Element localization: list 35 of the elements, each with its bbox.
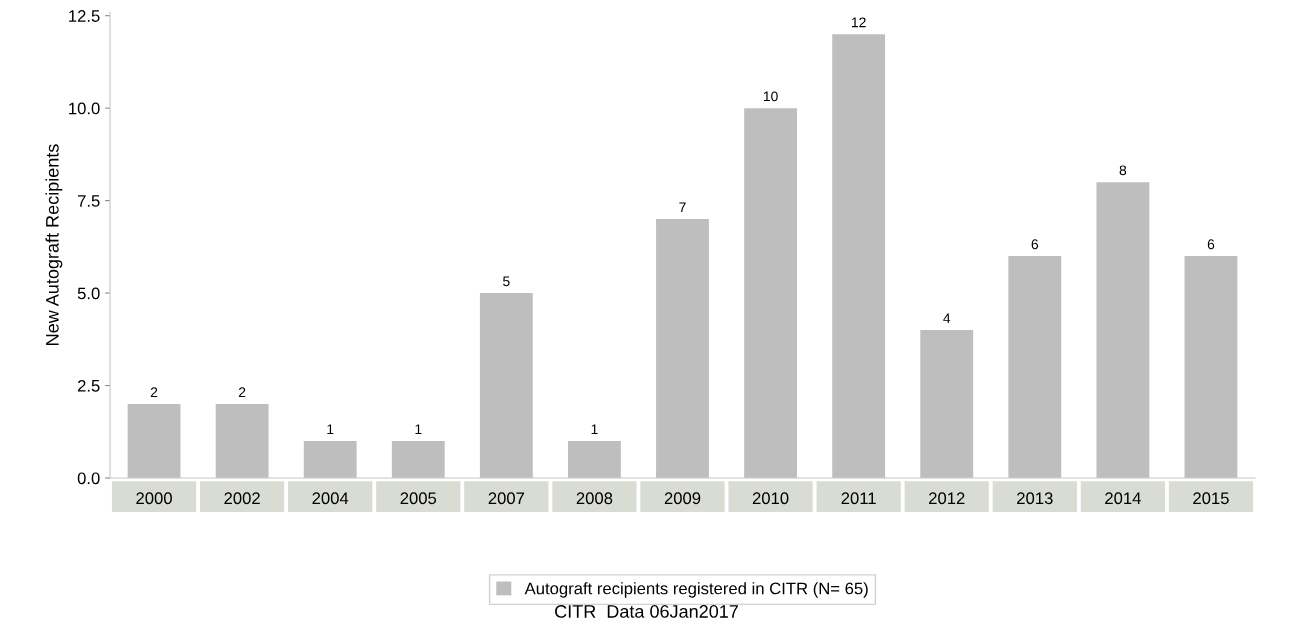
data-label: 5	[503, 276, 510, 287]
legend-label: Autograft recipients registered in CITR (N= 65)	[524, 582, 868, 598]
data-label: 6	[1031, 239, 1039, 250]
y-tick-label: 5.0	[77, 287, 100, 300]
data-label: 6	[1207, 239, 1215, 250]
y-tick-label: 2.5	[77, 379, 100, 392]
text: CITR Data 06Jan2017	[555, 605, 738, 618]
y-tick-label: 10.0	[69, 102, 100, 115]
x-tick-label: 2015	[1193, 492, 1229, 505]
x-tick-label: 2009	[664, 492, 701, 505]
data-label: 2	[238, 387, 246, 397]
x-tick-label: 2011	[841, 492, 876, 505]
y-tick-label: 12.5	[69, 10, 100, 22]
data-label: 10	[763, 91, 778, 102]
x-tick-label: 2013	[1017, 492, 1053, 505]
x-tick-label: 2005	[400, 492, 437, 505]
x-tick-label: 2002	[224, 492, 260, 505]
data-label: 8	[1119, 165, 1127, 176]
y-axis-title: New Autograft Recipients	[45, 144, 63, 345]
y-tick-label: 0.0	[77, 472, 100, 485]
data-label: 1	[415, 424, 422, 434]
y-tick-label: 7.5	[77, 195, 100, 207]
data-label: 1	[591, 424, 598, 434]
data-label: 1	[327, 424, 334, 434]
x-tick-label: 2007	[488, 492, 525, 505]
x-tick-label: 2014	[1105, 492, 1141, 505]
x-tick-label: 2000	[136, 492, 172, 505]
x-tick-label: 2004	[312, 492, 349, 505]
x-tick-label: 2010	[752, 492, 789, 505]
data-label: 7	[679, 202, 686, 213]
x-tick-label: 2012	[929, 492, 965, 505]
data-label: 2	[150, 387, 158, 397]
data-label: 4	[943, 313, 951, 324]
data-label: 12	[851, 17, 866, 28]
x-tick-label: 2008	[576, 492, 613, 505]
